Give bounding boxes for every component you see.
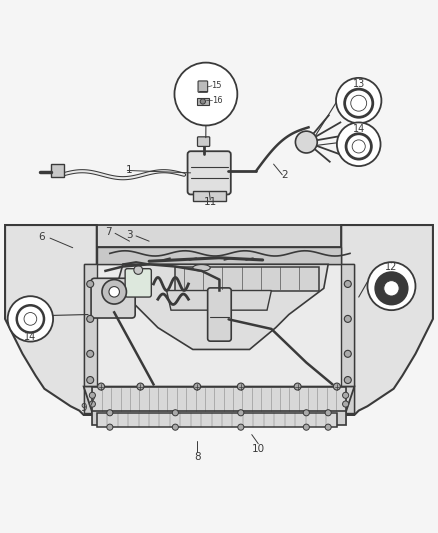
Circle shape [194, 383, 201, 390]
Circle shape [295, 131, 317, 153]
Circle shape [89, 392, 95, 398]
Circle shape [344, 280, 351, 287]
Polygon shape [84, 264, 354, 413]
Text: 8: 8 [194, 453, 201, 462]
Circle shape [303, 410, 309, 416]
FancyBboxPatch shape [187, 151, 231, 195]
Circle shape [343, 401, 349, 407]
Circle shape [294, 383, 301, 390]
Polygon shape [97, 247, 341, 264]
Text: 7: 7 [105, 228, 111, 237]
Polygon shape [175, 266, 319, 290]
Polygon shape [84, 264, 97, 413]
Circle shape [303, 424, 309, 430]
Circle shape [384, 281, 399, 296]
Circle shape [87, 280, 94, 287]
Circle shape [325, 424, 331, 430]
Circle shape [346, 134, 371, 159]
FancyBboxPatch shape [208, 288, 231, 341]
Circle shape [102, 280, 127, 304]
FancyBboxPatch shape [198, 137, 210, 147]
Text: 6: 6 [38, 232, 45, 242]
Text: 14: 14 [353, 124, 365, 134]
FancyBboxPatch shape [198, 81, 208, 92]
Bar [92, 387, 346, 413]
Circle shape [172, 424, 178, 430]
Circle shape [344, 316, 351, 322]
Circle shape [24, 312, 37, 325]
Circle shape [344, 376, 351, 384]
Circle shape [376, 272, 407, 304]
Text: 11: 11 [204, 197, 217, 207]
Polygon shape [166, 290, 272, 310]
Polygon shape [5, 225, 97, 415]
Circle shape [137, 383, 144, 390]
Circle shape [172, 410, 178, 416]
Circle shape [343, 392, 349, 398]
Circle shape [87, 350, 94, 357]
Circle shape [87, 316, 94, 322]
Circle shape [344, 350, 351, 357]
Bar [97, 413, 337, 427]
Text: 3: 3 [127, 230, 133, 240]
Text: 2: 2 [281, 170, 288, 180]
Circle shape [98, 383, 105, 390]
Polygon shape [97, 225, 341, 247]
Polygon shape [341, 264, 354, 413]
Circle shape [200, 99, 205, 104]
Circle shape [337, 123, 381, 166]
Circle shape [89, 401, 95, 407]
Circle shape [134, 265, 143, 274]
Polygon shape [84, 386, 354, 413]
Text: 14: 14 [24, 332, 36, 342]
Text: 13: 13 [353, 79, 365, 89]
Circle shape [367, 262, 416, 310]
Text: 16: 16 [212, 95, 223, 104]
Circle shape [237, 383, 244, 390]
Text: 9: 9 [80, 403, 87, 414]
Bar [197, 99, 208, 104]
Ellipse shape [193, 264, 210, 271]
Circle shape [17, 305, 44, 333]
Circle shape [109, 287, 120, 297]
Bar [92, 411, 346, 425]
Circle shape [174, 62, 237, 125]
Circle shape [107, 424, 113, 430]
Circle shape [107, 410, 113, 416]
Text: 1: 1 [126, 165, 133, 175]
Bar [51, 164, 64, 177]
Circle shape [87, 376, 94, 384]
Bar [193, 190, 226, 201]
FancyBboxPatch shape [125, 269, 151, 297]
Polygon shape [341, 225, 433, 415]
Text: 15: 15 [211, 81, 222, 90]
Circle shape [352, 140, 365, 153]
Circle shape [8, 296, 53, 342]
Circle shape [345, 89, 373, 117]
Circle shape [325, 410, 331, 416]
Circle shape [351, 95, 367, 111]
Circle shape [238, 410, 244, 416]
Polygon shape [119, 264, 328, 350]
Circle shape [333, 383, 340, 390]
FancyBboxPatch shape [91, 278, 135, 318]
Circle shape [238, 424, 244, 430]
Text: 10: 10 [252, 443, 265, 454]
Circle shape [336, 78, 381, 123]
Text: 12: 12 [385, 262, 398, 272]
